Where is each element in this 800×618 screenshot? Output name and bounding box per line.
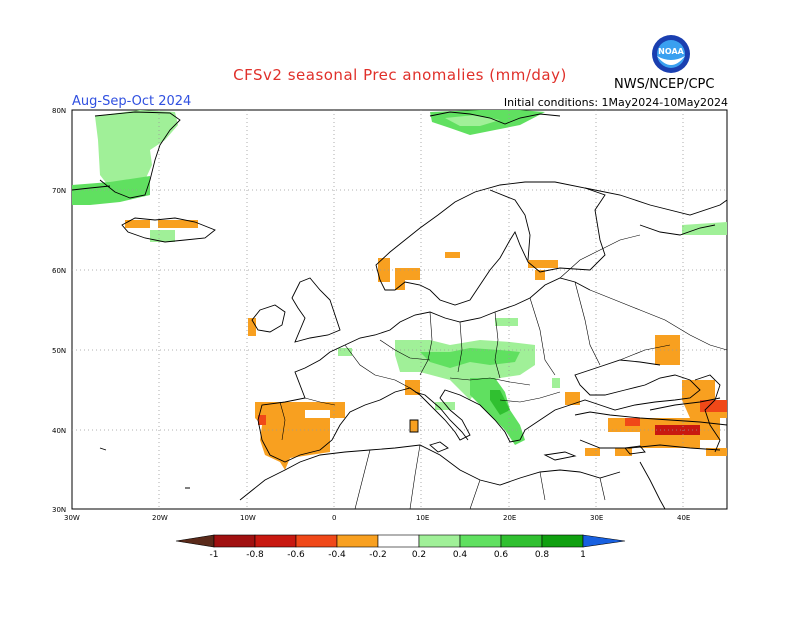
anomaly-iceland-west	[125, 220, 150, 228]
logo-text: NOAA	[658, 47, 684, 56]
anomaly-greenland	[95, 110, 178, 195]
anomaly-iraq	[706, 448, 727, 456]
colorbar-label: 0.6	[494, 550, 509, 560]
colorbar-swatch-04-06	[459, 534, 502, 548]
colorbar-label: -0.4	[328, 550, 346, 560]
forecast-period: Aug-Sep-Oct 2024	[72, 94, 192, 109]
lon-labels: 30W 20W 10W 0 10E 20E 30E 40E	[64, 514, 690, 522]
lon-label-10w: 10W	[240, 514, 256, 522]
colorbar-label: 0.4	[453, 550, 468, 560]
colorbar	[175, 534, 626, 548]
anomaly-balkans	[470, 378, 525, 445]
colorbar-label: -1	[210, 550, 219, 560]
colorbar-label: 0.8	[535, 550, 550, 560]
lat-label-50n: 50N	[52, 347, 66, 355]
colorbar-swatch-neg04-neg02	[336, 534, 379, 548]
colorbar-label: -0.8	[246, 550, 264, 560]
anomaly-iberia-gap	[305, 410, 330, 418]
colorbar-swatch-below-neg1	[175, 534, 215, 548]
anomaly-balkans-dark	[490, 390, 510, 415]
anomaly-iceland-south	[150, 230, 175, 242]
anomaly-central-europe-mid	[420, 348, 520, 368]
anomaly-poland	[495, 318, 518, 326]
anomaly-iceland-east	[158, 220, 198, 228]
anomaly-caucasus-dark	[700, 400, 727, 412]
gridlines	[72, 110, 727, 509]
lon-label-30e: 30E	[590, 514, 603, 522]
lon-label-0: 0	[332, 514, 336, 522]
colorbar-swatch-08-1	[541, 534, 584, 548]
colorbar-label: 1	[580, 550, 586, 560]
lon-label-20w: 20W	[152, 514, 168, 522]
anomaly-turkey-red1	[625, 418, 640, 426]
anomaly-iberia-dark	[258, 415, 266, 425]
chart-title: CFSv2 seasonal Prec anomalies (mm/day)	[233, 66, 567, 84]
lat-labels: 80N 70N 60N 50N 40N 30N	[52, 107, 66, 514]
initial-conditions: Initial conditions: 1May2024-10May2024	[503, 96, 728, 109]
agency-label: NWS/NCEP/CPC	[614, 77, 715, 92]
anomaly-sweden	[445, 252, 460, 258]
colorbar-swatch-06-08	[500, 534, 543, 548]
colorbar-swatch-neg06-neg04	[295, 534, 338, 548]
anomaly-sardinia	[410, 420, 418, 432]
lat-label-40n: 40N	[52, 427, 66, 435]
colorbar-labels: -1 -0.8 -0.6 -0.4 -0.2 0.2 0.4 0.6 0.8 1	[210, 550, 586, 560]
colorbar-swatch-neutral	[377, 534, 420, 548]
anomaly-turkey-red2	[655, 425, 700, 435]
noaa-logo-icon: NOAA	[652, 35, 690, 73]
colorbar-swatch-neg1-neg08	[213, 534, 256, 548]
lon-label-40e: 40E	[677, 514, 690, 522]
anomaly-romania	[552, 378, 560, 388]
colorbar-label: 0.2	[412, 550, 426, 560]
lon-label-20e: 20E	[503, 514, 516, 522]
colorbar-label: -0.6	[287, 550, 305, 560]
anomaly-finland	[528, 260, 558, 268]
anomaly-iberia	[255, 402, 345, 470]
anomaly-bulgaria	[565, 392, 580, 405]
anomaly-cells	[72, 110, 727, 470]
colorbar-label: -0.2	[369, 550, 387, 560]
lat-label-80n: 80N	[52, 107, 66, 115]
colorbar-swatch-neg08-neg06	[254, 534, 297, 548]
lat-label-30n: 30N	[52, 506, 66, 514]
anomaly-volga	[655, 335, 680, 365]
colorbar-swatch-02-04	[418, 534, 461, 548]
anomaly-ne-russia	[682, 222, 727, 235]
colorbar-swatch-above-1	[582, 534, 626, 548]
coastlines	[71, 111, 728, 510]
anomaly-finland-small	[535, 270, 545, 280]
lon-label-10e: 10E	[416, 514, 429, 522]
lat-label-70n: 70N	[52, 187, 66, 195]
anomaly-arctic-top-light	[445, 115, 500, 126]
anomaly-alps	[405, 380, 420, 395]
lon-label-30w: 30W	[64, 514, 80, 522]
map-frame	[71, 109, 728, 510]
anomaly-cyprus	[615, 448, 632, 456]
lat-label-60n: 60N	[52, 267, 66, 275]
anomaly-east-med	[585, 448, 600, 456]
borders	[279, 234, 728, 510]
